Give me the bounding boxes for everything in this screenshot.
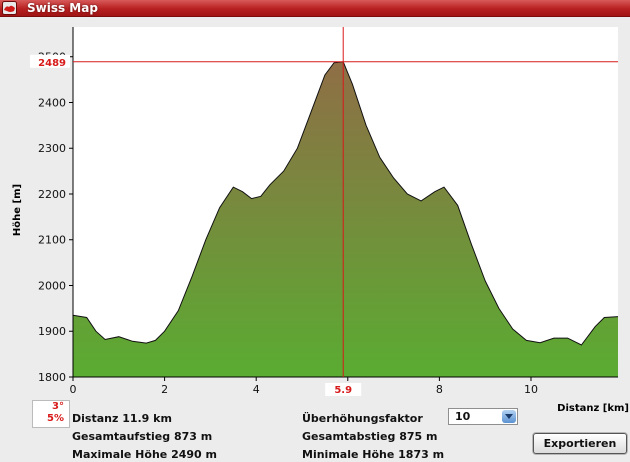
elevation-profile-area (73, 61, 618, 378)
x-tick-label: 2 (161, 383, 168, 396)
x-tick-label: 8 (436, 383, 443, 396)
y-axis-label: Höhe [m] (12, 184, 23, 236)
export-button[interactable]: Exportieren (533, 433, 627, 454)
chevron-down-icon[interactable] (502, 410, 516, 423)
exaggeration-factor-select[interactable]: 10 (448, 408, 518, 425)
y-tick-label: 1800 (38, 371, 66, 384)
max-elevation-stat: Maximale Höhe 2490 m (72, 448, 217, 461)
total-ascent-stat: Gesamtaufstieg 873 m (72, 430, 213, 443)
slope-degrees: 3° (52, 401, 64, 412)
x-tick-label: 4 (253, 383, 260, 396)
x-tick-label: 0 (70, 383, 77, 396)
exaggeration-factor-label: Überhöhungsfaktor (302, 412, 423, 425)
cursor-elevation-label: 2489 (38, 58, 66, 69)
cursor-distance-label: 5.9 (334, 385, 352, 396)
cursor-distance-label-box (325, 383, 362, 396)
elevation-profile-line (72, 61, 619, 346)
x-tick-label: 10 (524, 383, 538, 396)
window-title: Swiss Map (27, 1, 98, 15)
distance-stat: Distanz 11.9 km (72, 412, 172, 425)
slope-indicator: 3° 5% (32, 400, 70, 428)
y-tick-label: 1900 (38, 325, 66, 338)
y-tick-label: 2400 (38, 96, 66, 109)
title-bar: Swiss Map (0, 0, 630, 17)
y-tick-label: 2300 (38, 142, 66, 155)
y-tick-label: 2000 (38, 279, 66, 292)
swiss-map-icon (2, 1, 17, 15)
elevation-profile-chart[interactable]: 18001900200021002200230024002500 0246810… (0, 16, 630, 416)
cursor-elevation-label-box (30, 54, 70, 68)
y-tick-label: 2100 (38, 234, 66, 247)
exaggeration-factor-value: 10 (455, 410, 471, 423)
x-axis-label: Distanz [km] (557, 403, 629, 414)
total-descent-stat: Gesamtabstieg 875 m (302, 430, 438, 443)
slope-percent: 5% (47, 413, 64, 424)
min-elevation-stat: Minimale Höhe 1873 m (302, 448, 445, 461)
y-tick-label: 2200 (38, 188, 66, 201)
